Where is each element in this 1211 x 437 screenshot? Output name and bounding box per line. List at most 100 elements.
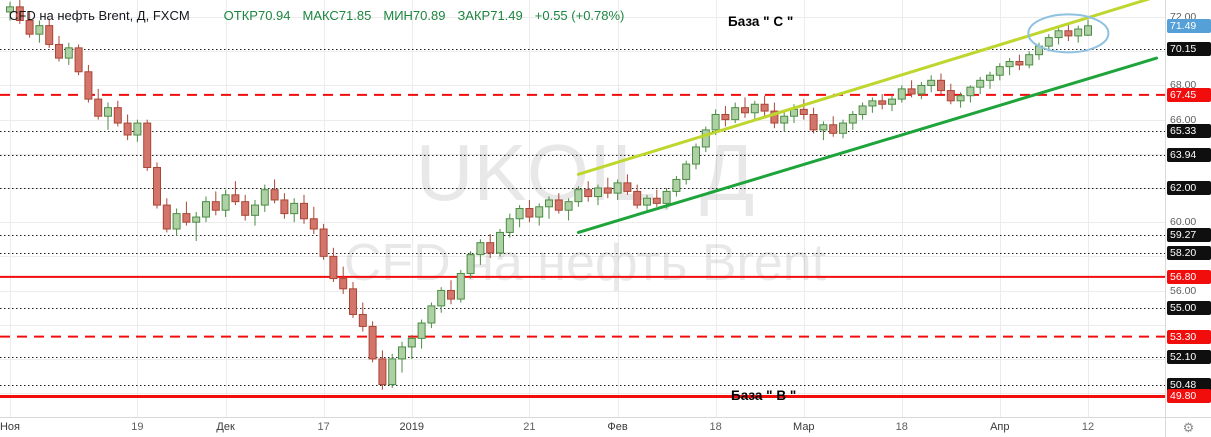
candle [574, 186, 583, 207]
candle [897, 85, 906, 103]
candle [358, 302, 367, 332]
candle [290, 198, 299, 223]
base-text-annotation[interactable]: База " С " [728, 14, 794, 29]
time-axis-label: 19 [131, 421, 144, 433]
candle [809, 107, 818, 134]
candle [760, 95, 769, 117]
candle [456, 270, 465, 303]
candle [937, 73, 945, 94]
candle [888, 95, 896, 112]
candle [946, 83, 955, 105]
candle [476, 239, 485, 265]
time-axis-label: 18 [709, 421, 722, 433]
candle [231, 181, 240, 206]
candle [55, 35, 63, 62]
candle [1044, 34, 1053, 52]
base-text-annotation[interactable]: База " В " [731, 388, 797, 403]
time-axis[interactable]: Ноя 19 Дек 17 2019 21 Фев 18 Мар 18 Апр 12 [0, 417, 1165, 437]
candle [594, 184, 602, 206]
channel-lower-trendline[interactable] [576, 56, 1159, 234]
candle [584, 181, 593, 202]
candle [437, 287, 446, 313]
candle [1064, 23, 1073, 42]
time-axis-label: Фев [607, 421, 628, 433]
price-grid-label: 66.00 [1170, 113, 1197, 126]
candle [927, 75, 936, 93]
candle [319, 223, 328, 260]
candle [143, 119, 152, 171]
axis-settings-corner[interactable]: ⚙ [1165, 417, 1211, 437]
candle [486, 234, 495, 259]
candle [84, 64, 93, 103]
price-level-badge: 62.00 [1167, 180, 1211, 195]
candle [535, 203, 544, 226]
candle [1025, 51, 1034, 69]
legend-change-value: +0.55 (+0.78%) [534, 8, 625, 23]
candle [564, 198, 573, 221]
candle [623, 174, 632, 195]
candle [45, 18, 54, 48]
chart-pane[interactable]: UKOIL, Д CFD на нефть Brent CFD на нефть … [0, 0, 1165, 417]
candle [300, 194, 308, 224]
price-level-badge: 65.33 [1167, 124, 1211, 139]
candle [1084, 19, 1092, 37]
candle [447, 280, 455, 305]
price-level-badge: 50.48 [1167, 377, 1211, 392]
gear-icon[interactable]: ⚙ [1182, 419, 1195, 435]
price-level-badge: 58.20 [1167, 245, 1211, 260]
candle [123, 114, 132, 141]
candle [741, 97, 749, 118]
candle [554, 193, 563, 214]
candle [398, 341, 406, 373]
candle [280, 193, 289, 219]
candle [780, 111, 789, 132]
highlight-ellipse[interactable] [1027, 13, 1110, 54]
channel-upper-trendline[interactable] [576, 0, 1156, 176]
candle [260, 184, 269, 212]
candle [721, 105, 730, 127]
price-level-badge: 70.15 [1167, 41, 1211, 56]
time-axis-label: 18 [895, 421, 908, 433]
candle [525, 199, 534, 223]
price-level-badge: 52.10 [1167, 350, 1211, 365]
candle [848, 111, 857, 130]
current-price-badge: 71.49 [1167, 18, 1211, 33]
legend-close-value: ЗАКР71.49 [457, 8, 523, 23]
candle [113, 100, 122, 127]
price-level-badge: 55.00 [1167, 300, 1211, 315]
candle [917, 82, 926, 100]
candle [378, 350, 387, 390]
candle [407, 334, 416, 359]
candle [388, 353, 397, 388]
candle [545, 196, 553, 219]
price-axis[interactable]: 72.00 68.00 66.00 60.00 56.00 70.15 65.33 63.94… [1165, 0, 1211, 417]
candle [104, 102, 112, 130]
time-axis-label: Ноя [0, 421, 21, 433]
candle [349, 281, 357, 318]
symbol-legend: CFD на нефть Brent, Д, FXCM ОТКР70.94 МАКС… [9, 8, 636, 23]
candle [505, 213, 514, 238]
price-alert-badge: 49.80 [1167, 389, 1211, 404]
candle [309, 206, 318, 235]
candle [868, 97, 877, 113]
legend-high-value: МАКС71.85 [302, 8, 372, 23]
candle [692, 143, 700, 170]
symbol-title[interactable]: CFD на нефть Brent, Д, FXCM [9, 8, 190, 23]
candle [192, 211, 201, 241]
candle [368, 321, 377, 363]
candle [329, 247, 338, 282]
candle [1015, 54, 1024, 71]
price-alert-badge: 53.30 [1167, 329, 1211, 344]
candle [731, 102, 740, 124]
candle [182, 201, 191, 226]
legend-low-value: МИН70.89 [383, 8, 446, 23]
candle [799, 99, 808, 120]
candle [858, 102, 867, 120]
candle [496, 229, 504, 257]
candle [172, 208, 181, 236]
candle [995, 63, 1004, 81]
candle [839, 119, 847, 139]
legend-open-value: ОТКР70.94 [223, 8, 291, 23]
time-axis-label: Дек [216, 421, 235, 433]
